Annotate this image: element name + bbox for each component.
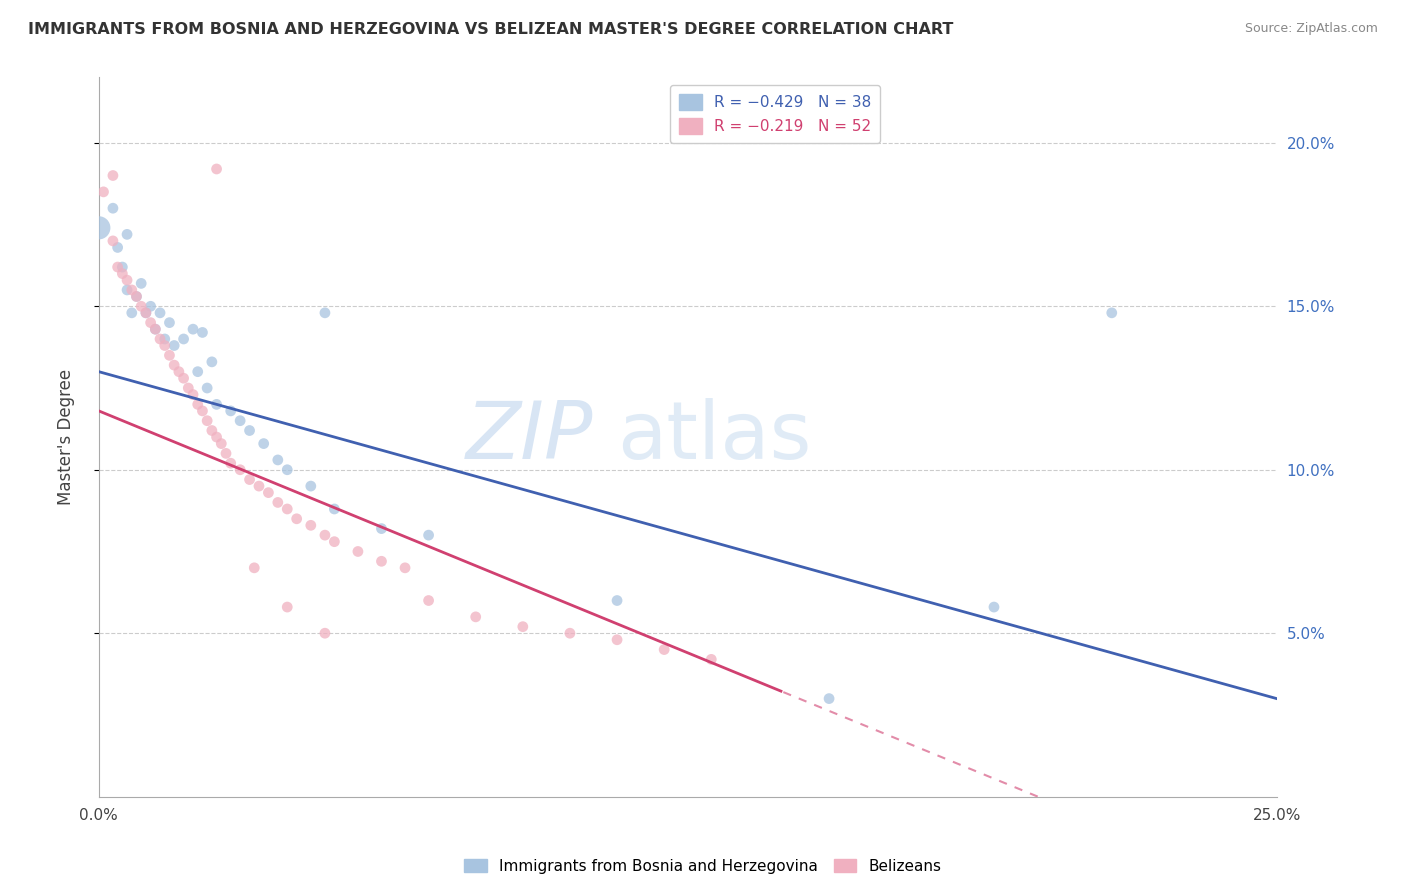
Point <box>181 322 204 336</box>
Point <box>652 642 675 657</box>
Point <box>418 528 440 542</box>
Point <box>115 273 138 287</box>
Point <box>215 446 238 460</box>
Point <box>167 365 190 379</box>
Point <box>983 600 1005 615</box>
Text: ZIP: ZIP <box>467 398 593 476</box>
Point <box>159 316 181 330</box>
Point <box>173 332 195 346</box>
Point <box>267 453 290 467</box>
Point <box>153 332 176 346</box>
Point <box>276 463 298 477</box>
Text: Source: ZipAtlas.com: Source: ZipAtlas.com <box>1244 22 1378 36</box>
Point <box>115 283 138 297</box>
Point <box>101 201 124 215</box>
Point <box>257 485 280 500</box>
Point <box>558 626 581 640</box>
Point <box>163 358 186 372</box>
Point <box>314 626 336 640</box>
Point <box>125 289 148 303</box>
Point <box>700 652 723 666</box>
Point <box>201 355 224 369</box>
Point <box>121 306 143 320</box>
Point <box>143 322 166 336</box>
Point <box>818 691 841 706</box>
Point <box>195 381 218 395</box>
Point <box>181 387 204 401</box>
Point <box>219 456 242 470</box>
Text: IMMIGRANTS FROM BOSNIA AND HERZEGOVINA VS BELIZEAN MASTER'S DEGREE CORRELATION C: IMMIGRANTS FROM BOSNIA AND HERZEGOVINA V… <box>28 22 953 37</box>
Point <box>101 169 124 183</box>
Point <box>512 620 534 634</box>
Point <box>149 306 172 320</box>
Point <box>247 479 270 493</box>
Point <box>299 479 322 493</box>
Point <box>606 593 628 607</box>
Point <box>219 404 242 418</box>
Point <box>243 561 266 575</box>
Point <box>149 332 172 346</box>
Point <box>107 240 129 254</box>
Point <box>129 277 152 291</box>
Point <box>314 528 336 542</box>
Point <box>163 338 186 352</box>
Point <box>187 397 209 411</box>
Point <box>347 544 370 558</box>
Legend: Immigrants from Bosnia and Herzegovina, Belizeans: Immigrants from Bosnia and Herzegovina, … <box>458 853 948 880</box>
Point <box>129 299 152 313</box>
Point <box>173 371 195 385</box>
Point <box>606 632 628 647</box>
Point <box>121 283 143 297</box>
Point <box>195 414 218 428</box>
Point <box>238 424 260 438</box>
Point <box>205 430 228 444</box>
Point <box>285 512 308 526</box>
Legend: R = −0.429   N = 38, R = −0.219   N = 52: R = −0.429 N = 38, R = −0.219 N = 52 <box>669 85 880 143</box>
Point <box>205 161 228 176</box>
Point <box>191 404 214 418</box>
Point <box>153 338 176 352</box>
Point <box>394 561 416 575</box>
Point <box>135 306 157 320</box>
Point <box>191 326 214 340</box>
Point <box>205 397 228 411</box>
Point <box>229 414 252 428</box>
Point <box>418 593 440 607</box>
Point <box>323 534 346 549</box>
Point <box>159 348 181 362</box>
Point <box>135 306 157 320</box>
Point <box>370 554 392 568</box>
Point <box>299 518 322 533</box>
Point <box>115 227 138 242</box>
Point <box>253 436 276 450</box>
Y-axis label: Master's Degree: Master's Degree <box>58 369 75 505</box>
Point <box>139 316 162 330</box>
Point <box>267 495 290 509</box>
Point <box>323 502 346 516</box>
Point <box>111 260 134 274</box>
Point <box>464 610 486 624</box>
Point <box>276 502 298 516</box>
Point <box>187 365 209 379</box>
Point <box>93 185 115 199</box>
Point <box>111 267 134 281</box>
Point <box>238 473 260 487</box>
Point <box>107 260 129 274</box>
Point <box>143 322 166 336</box>
Point <box>1101 306 1123 320</box>
Point <box>101 234 124 248</box>
Point <box>209 436 232 450</box>
Text: atlas: atlas <box>617 398 811 476</box>
Point <box>370 522 392 536</box>
Point <box>276 600 298 615</box>
Point <box>125 289 148 303</box>
Point <box>139 299 162 313</box>
Point <box>201 424 224 438</box>
Point <box>314 306 336 320</box>
Point <box>177 381 200 395</box>
Point <box>87 220 110 235</box>
Point <box>229 463 252 477</box>
